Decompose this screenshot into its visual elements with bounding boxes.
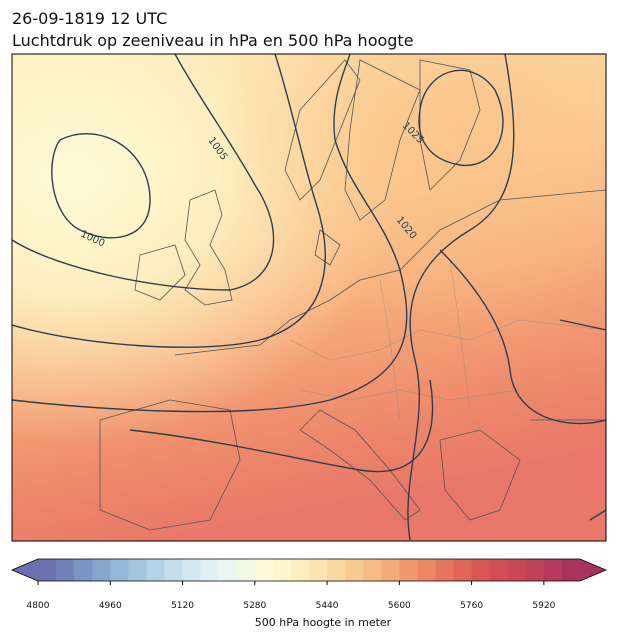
colorbar-swatch	[128, 559, 147, 581]
colorbar-swatch	[561, 559, 581, 581]
colorbar-swatch	[272, 559, 292, 581]
colorbar-swatch	[56, 559, 75, 581]
colorbar-swatch	[309, 559, 328, 581]
colorbar-swatch	[38, 559, 57, 581]
colorbar: 4800 4960 5120 5280 5440 5600 5760 5920	[10, 558, 608, 611]
colorbar-swatch	[182, 559, 202, 581]
colorbar-label: 500 hPa hoogte in meter	[255, 616, 392, 629]
colorbar-swatch	[363, 559, 382, 581]
colorbar-swatch	[543, 559, 563, 581]
colorbar-extension	[12, 559, 38, 581]
colorbar-extension	[580, 559, 606, 581]
colorbar-tick-label: 5600	[388, 601, 411, 611]
colorbar-swatch	[525, 559, 545, 581]
colorbar-swatch	[489, 559, 509, 581]
map: 1005 1000 1025 1020	[12, 54, 606, 541]
map-date: 26-09-1819 12 UTC	[12, 9, 167, 28]
colorbar-tick-label: 5760	[460, 601, 483, 611]
map-frame	[11, 53, 607, 542]
colorbar-tick-label: 4960	[99, 601, 122, 611]
colorbar-swatch	[507, 559, 527, 581]
colorbar-swatch	[453, 559, 473, 581]
colorbar-swatch	[92, 559, 111, 581]
colorbar-swatch	[327, 559, 346, 581]
colorbar-swatch	[417, 559, 436, 581]
colorbar-outline	[10, 558, 608, 582]
colorbar-swatch	[381, 559, 400, 581]
colorbar-swatch	[110, 559, 129, 581]
colorbar-tick-label: 5920	[532, 601, 555, 611]
colorbar-swatch	[345, 559, 364, 581]
colorbar-tick-label: 5280	[243, 601, 266, 611]
colorbar-swatch	[399, 559, 418, 581]
colorbar-swatch	[254, 559, 274, 581]
colorbar-swatch	[471, 559, 491, 581]
colorbar-tick-label: 5440	[316, 601, 339, 611]
map-title: Luchtdruk op zeeniveau in hPa en 500 hPa…	[12, 31, 414, 50]
colorbar-swatch	[200, 559, 220, 581]
colorbar-swatch	[435, 559, 455, 581]
colorbar-swatch	[218, 559, 238, 581]
colorbar-swatch	[236, 559, 256, 581]
colorbar-swatch	[290, 559, 310, 581]
colorbar-swatch	[164, 559, 184, 581]
colorbar-swatch	[74, 559, 93, 581]
colorbar-swatch	[146, 559, 165, 581]
colorbar-tick-label: 5120	[171, 601, 194, 611]
colorbar-tick-label: 4800	[27, 601, 50, 611]
